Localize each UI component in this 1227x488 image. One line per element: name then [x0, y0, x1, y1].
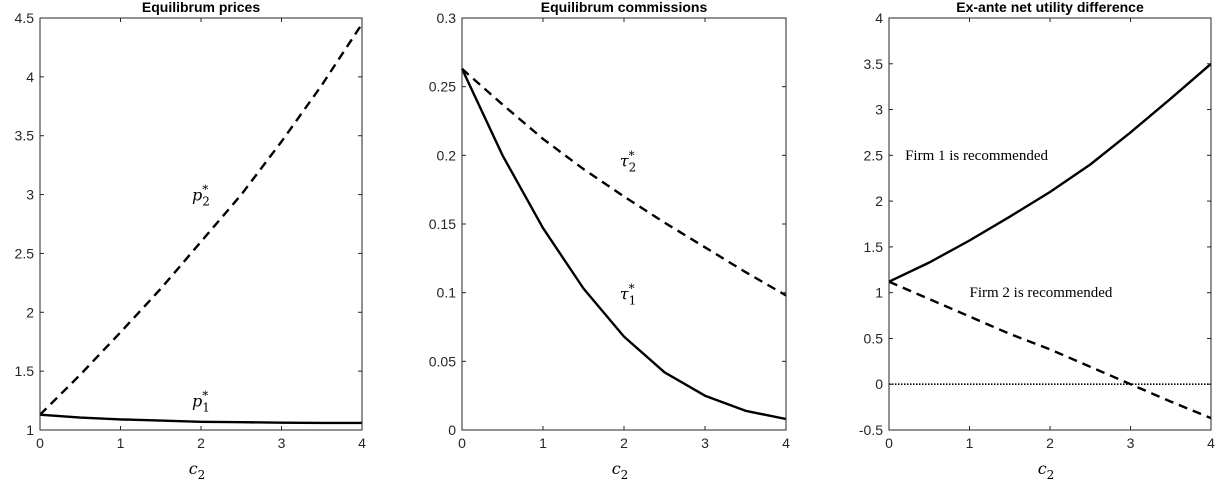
x-tick-label: 3	[1127, 435, 1135, 451]
panel-equilibrium-commissions: Equilibrum commissions 0 1 2 3 4 0 0.05 0.1 0.15 0…	[429, 0, 790, 482]
x-tick-label: 2	[1046, 435, 1054, 451]
x-tick-label: 4	[358, 435, 366, 451]
x-tick-label: 0	[458, 435, 466, 451]
y-tick-label: 2	[26, 304, 34, 320]
y-tick-label: 0.15	[429, 216, 456, 232]
x-axis-label-sub: 2	[198, 468, 206, 482]
y-tick-label: 1.5	[15, 363, 35, 379]
y-tick-label: 0.25	[429, 79, 456, 95]
axes-box	[461, 17, 787, 431]
y-tick-label: 0.05	[429, 353, 456, 369]
y-tick-label: 4	[875, 10, 883, 26]
annotation-sup: *	[629, 282, 635, 296]
x-tick-label: 2	[197, 435, 205, 451]
y-tick-label: 0	[448, 422, 456, 438]
annotation-2: τ* 2	[620, 148, 637, 174]
x-axis-label-sub: 2	[1047, 468, 1055, 482]
y-tick-label: 3.5	[15, 128, 35, 144]
y-tick-label: 2	[875, 193, 883, 209]
x-axis-label-base: c	[612, 459, 621, 478]
x-tick-label: 2	[620, 435, 628, 451]
axes-box	[39, 17, 363, 431]
x-tick-label: 3	[278, 435, 286, 451]
annotation-p2: p* 2	[192, 182, 210, 208]
x-axis-label: c2	[189, 459, 206, 482]
y-tick-label: 1.5	[864, 239, 884, 255]
annotation-sup: *	[202, 388, 208, 402]
annotation-sup: *	[629, 148, 635, 162]
y-tick-label: 0.2	[437, 147, 457, 163]
annotation-firm-2-is-recommended: Firm 2 is recommended	[970, 285, 1113, 301]
y-tick-label: 0.5	[864, 330, 884, 346]
series-line-p-2	[39, 23, 364, 416]
x-tick-label: 1	[539, 435, 547, 451]
axes-box	[888, 17, 1212, 431]
annotation-base: τ	[620, 285, 630, 304]
x-axis-label-base: c	[1038, 459, 1047, 478]
y-tick-label: 0	[875, 376, 883, 392]
x-axis-label-sub: 2	[621, 468, 629, 482]
annotation-p1: p* 1	[192, 388, 210, 414]
y-tick-label: 2.5	[864, 147, 884, 163]
series-line-1	[460, 68, 787, 421]
y-tick-label: 0.1	[437, 285, 457, 301]
x-tick-label: 1	[117, 435, 125, 451]
panel-title: Equilibrum commissions	[541, 0, 708, 15]
series-line-firm-1-is-recommended	[888, 62, 1212, 283]
x-axis-label: c2	[1038, 459, 1055, 482]
x-tick-label: 3	[701, 435, 709, 451]
annotation-sub: 1	[202, 400, 210, 414]
y-tick-label: 3	[26, 187, 34, 203]
panel-title: Equilibrum prices	[142, 0, 260, 15]
x-tick-label: 1	[966, 435, 974, 451]
annotation-base: p	[192, 391, 202, 410]
x-tick-label: 4	[782, 435, 790, 451]
annotation-sub: 2	[202, 194, 210, 208]
y-tick-label: 4	[26, 69, 34, 85]
y-tick-label: -0.5	[859, 422, 883, 438]
series-line-2	[461, 67, 787, 297]
annotation-base: τ	[620, 151, 630, 170]
annotation-firm-1-is-recommended: Firm 1 is recommended	[905, 148, 1048, 164]
series-line-p-1	[39, 413, 362, 425]
y-tick-label: 4.5	[15, 10, 35, 26]
annotation-1: τ* 1	[620, 282, 637, 308]
y-tick-label: 2.5	[15, 245, 35, 261]
x-axis-label: c2	[612, 459, 629, 482]
y-tick-label: 3.5	[864, 56, 884, 72]
x-tick-label: 0	[36, 435, 44, 451]
panel-title: Ex-ante net utility difference	[956, 0, 1144, 15]
annotation-sup: *	[202, 182, 208, 196]
x-axis-label-base: c	[189, 459, 198, 478]
annotation-sub: 2	[629, 160, 637, 174]
y-tick-label: 0.3	[437, 10, 457, 26]
y-tick-label: 1	[26, 422, 34, 438]
annotation-base: p	[192, 185, 202, 204]
x-tick-label: 0	[885, 435, 893, 451]
series-line-firm-2-is-recommended	[888, 280, 1212, 420]
y-tick-label: 1	[875, 285, 883, 301]
x-tick-label: 4	[1207, 435, 1215, 451]
y-tick-label: 3	[875, 102, 883, 118]
annotation-sub: 1	[629, 294, 637, 308]
